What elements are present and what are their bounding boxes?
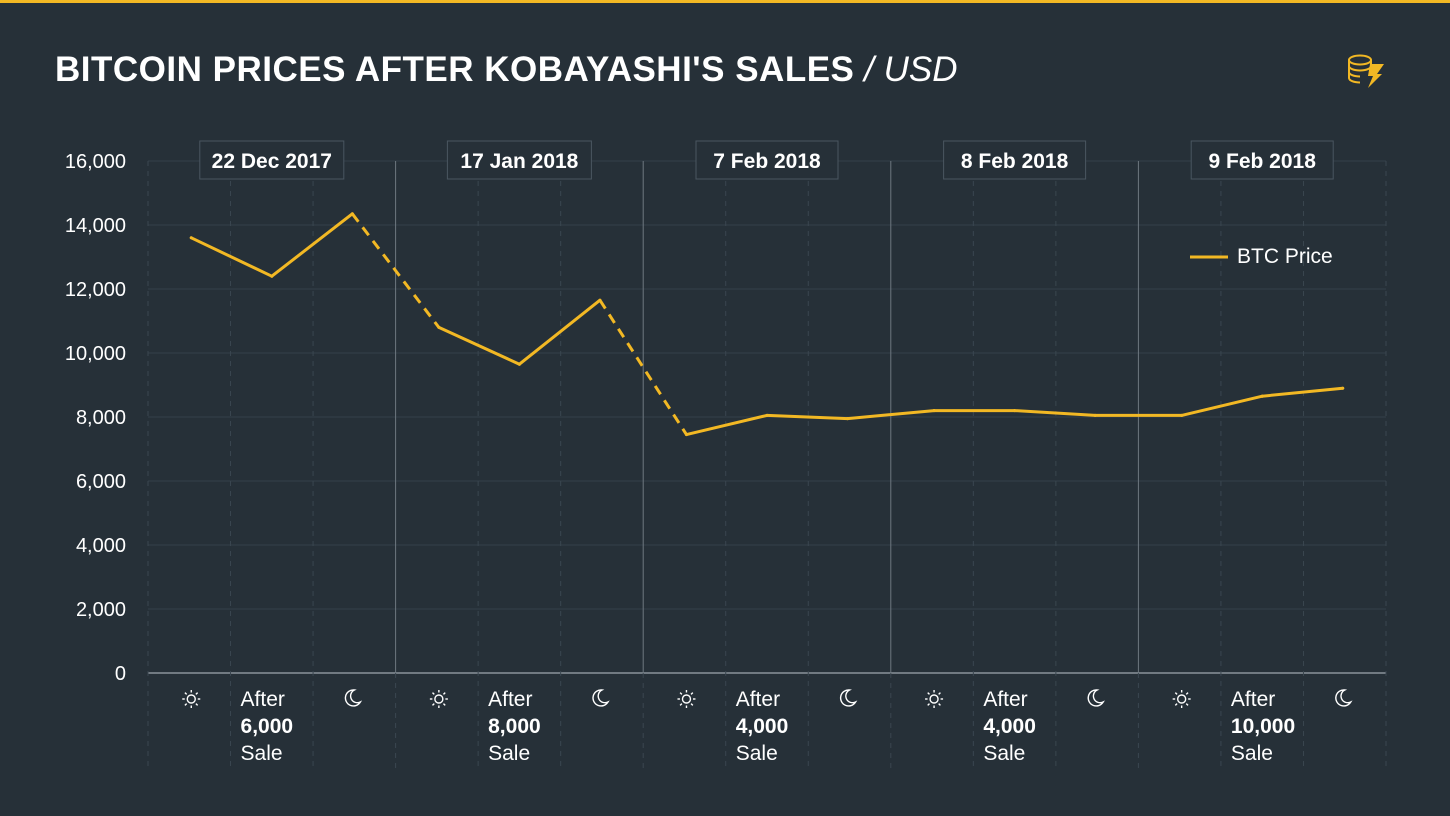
data-point: [1341, 386, 1345, 390]
y-tick-label: 2,000: [76, 599, 126, 621]
x-label-after: After: [1231, 688, 1275, 711]
series-segment: [517, 298, 602, 366]
x-label-sale: Sale: [1231, 742, 1273, 765]
x-label-sale: Sale: [241, 742, 283, 765]
data-point: [270, 274, 274, 278]
moon-icon: [344, 689, 363, 707]
series-segment: [684, 413, 769, 437]
data-point: [1013, 409, 1017, 413]
date-label: 22 Dec 2017: [212, 150, 332, 173]
data-point: [517, 362, 521, 366]
sun-icon: [429, 690, 448, 708]
moon-icon: [592, 689, 610, 707]
y-tick-label: 0: [115, 663, 126, 685]
y-tick-label: 12,000: [65, 279, 126, 301]
x-label-after: After: [241, 688, 285, 711]
y-tick-label: 14,000: [65, 215, 126, 237]
x-label-amount: 8,000: [488, 715, 541, 738]
series-segment: [1180, 394, 1264, 417]
coin-stack-lightning-icon: [1344, 50, 1388, 90]
top-accent-bar: [0, 0, 1450, 3]
date-label: 7 Feb 2018: [713, 150, 821, 173]
x-label-after: After: [983, 688, 1027, 711]
y-tick-label: 10,000: [65, 343, 126, 365]
x-label-after: After: [736, 688, 780, 711]
x-label-after: After: [488, 688, 532, 711]
date-label-box: [199, 140, 345, 180]
y-tick-label: 16,000: [65, 151, 126, 173]
data-point: [765, 413, 769, 417]
series-segment: [846, 409, 936, 421]
series-segment: [1013, 409, 1097, 417]
x-label-sale: Sale: [488, 742, 530, 765]
sun-icon: [1172, 690, 1191, 708]
series-segment: [270, 212, 354, 278]
date-label-box: [943, 140, 1087, 180]
series-segment: [1260, 386, 1345, 398]
sun-icon: [677, 690, 696, 708]
data-point: [932, 409, 936, 413]
data-point: [1180, 413, 1184, 417]
x-label-amount: 10,000: [1231, 715, 1295, 738]
data-point: [598, 298, 602, 302]
y-tick-label: 6,000: [76, 471, 126, 493]
series-segment: [437, 325, 521, 366]
y-tick-label: 4,000: [76, 535, 126, 557]
date-label: 9 Feb 2018: [1208, 150, 1316, 173]
date-label-box: [1190, 140, 1334, 180]
data-point: [350, 212, 354, 216]
date-label: 8 Feb 2018: [961, 150, 1069, 173]
chart-title-unit-text: USD: [883, 50, 958, 89]
moon-icon: [1087, 689, 1105, 707]
data-point: [189, 236, 193, 240]
moon-icon: [839, 689, 858, 707]
chart-title-main: BITCOIN PRICES AFTER KOBAYASHI'S SALES: [55, 50, 855, 89]
data-point: [437, 325, 441, 329]
data-point: [1260, 394, 1264, 398]
x-label-amount: 4,000: [983, 715, 1036, 738]
chart-title-separator: /: [854, 50, 884, 89]
date-label: 17 Jan 2018: [460, 150, 578, 173]
series-segment: [765, 413, 850, 421]
data-point: [846, 417, 850, 421]
x-label-sale: Sale: [736, 742, 778, 765]
series-segment-gap: [351, 212, 441, 329]
y-tick-label: 8,000: [76, 407, 126, 429]
chart-title-unit: / USD: [854, 50, 957, 89]
sun-icon: [182, 690, 201, 708]
x-label-amount: 4,000: [736, 715, 789, 738]
date-label-box: [695, 140, 839, 180]
moon-icon: [1335, 689, 1353, 707]
x-label-sale: Sale: [983, 742, 1025, 765]
data-point: [1093, 413, 1097, 417]
sun-icon: [925, 690, 944, 708]
legend-label: BTC Price: [1237, 245, 1333, 268]
series-segment-gap: [598, 299, 688, 436]
x-label-amount: 6,000: [241, 715, 294, 738]
chart-title: BITCOIN PRICES AFTER KOBAYASHI'S SALES /…: [55, 50, 957, 90]
data-point: [684, 433, 688, 437]
series-segment: [189, 236, 274, 278]
date-label-box: [446, 140, 592, 180]
